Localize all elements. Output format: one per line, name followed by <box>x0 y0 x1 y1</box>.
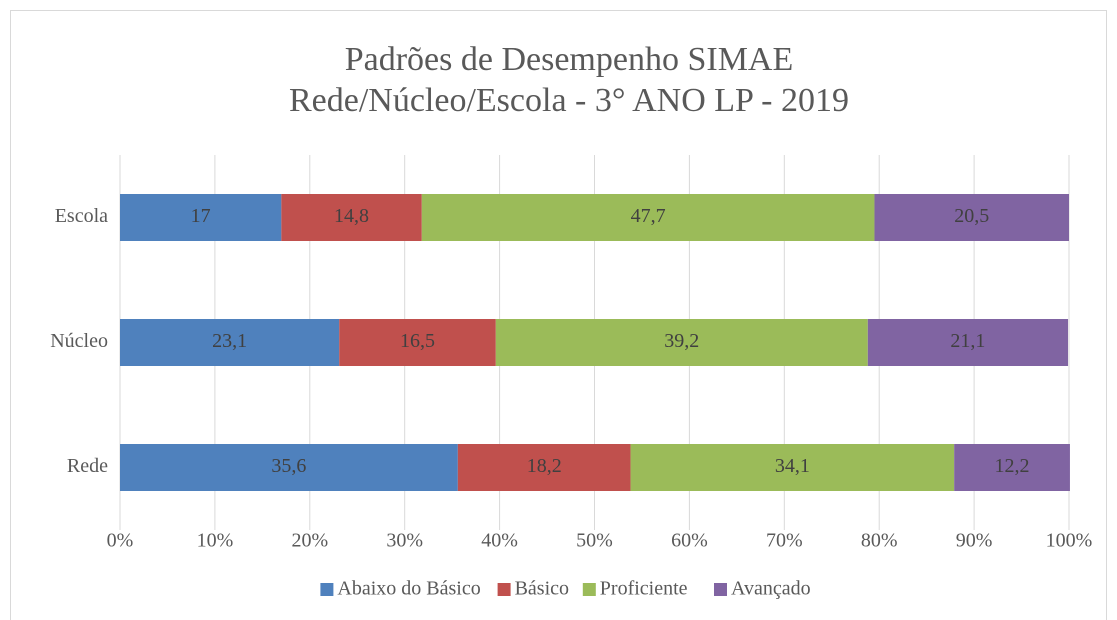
legend-label: Proficiente <box>600 578 688 600</box>
bar-segment <box>120 444 458 491</box>
y-tick-label: Núcleo <box>50 330 108 352</box>
legend-swatch <box>320 583 334 596</box>
legend-label: Avançado <box>731 578 811 600</box>
bar-segment <box>874 194 1069 241</box>
bar-segment <box>457 444 631 491</box>
legend-label: Básico <box>515 578 569 600</box>
x-tick-label: 30% <box>386 530 423 552</box>
value-label: 23,1 <box>212 330 247 352</box>
x-tick-label: 70% <box>766 530 803 552</box>
x-tick-label: 50% <box>576 530 613 552</box>
legend-swatch <box>582 583 596 596</box>
bar-segment <box>339 319 496 366</box>
value-label: 34,1 <box>775 455 810 477</box>
value-label: 18,2 <box>527 455 562 477</box>
x-tick-label: 90% <box>956 530 993 552</box>
bar-segment <box>421 194 875 241</box>
value-label: 14,8 <box>334 205 369 227</box>
y-tick-label: Escola <box>55 205 108 227</box>
chart-title: Rede/Núcleo/Escola - 3° ANO LP - 2019 <box>289 82 849 119</box>
value-label: 16,5 <box>400 330 435 352</box>
x-tick-label: 40% <box>481 530 518 552</box>
x-tick-label: 80% <box>861 530 898 552</box>
legend-swatch <box>714 583 727 596</box>
bar-segment <box>120 194 282 241</box>
x-tick-label: 20% <box>291 530 328 552</box>
x-tick-label: 0% <box>107 530 134 552</box>
value-label: 17 <box>191 205 211 227</box>
value-label: 12,2 <box>995 455 1030 477</box>
x-tick-label: 60% <box>671 530 708 552</box>
bar-segment <box>281 194 422 241</box>
x-tick-label: 10% <box>197 530 234 552</box>
bar-segment <box>954 444 1070 491</box>
x-tick-label: 100% <box>1046 530 1093 552</box>
value-label: 20,5 <box>954 205 989 227</box>
bar-segment <box>630 444 955 491</box>
chart-frame <box>10 10 1107 620</box>
chart-title: Padrões de Desempenho SIMAE <box>345 41 794 78</box>
value-label: 39,2 <box>664 330 699 352</box>
bar-segment <box>495 319 868 366</box>
legend-swatch <box>497 583 511 596</box>
y-tick-label: Rede <box>67 455 108 477</box>
bar-segment <box>120 319 340 366</box>
value-label: 21,1 <box>950 330 985 352</box>
value-label: 47,7 <box>631 205 666 227</box>
value-label: 35,6 <box>271 455 306 477</box>
bar-segment <box>867 319 1069 366</box>
legend-label: Abaixo do Básico <box>337 578 480 600</box>
